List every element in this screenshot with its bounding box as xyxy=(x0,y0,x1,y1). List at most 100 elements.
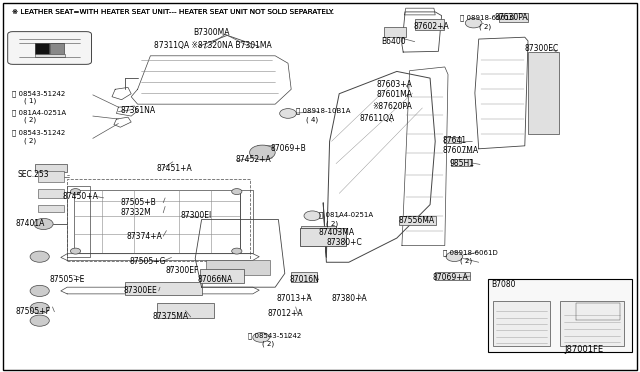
Polygon shape xyxy=(131,56,291,104)
Text: ( 4): ( 4) xyxy=(306,116,318,123)
Text: 87450+A: 87450+A xyxy=(63,192,99,201)
Text: 87016N: 87016N xyxy=(290,275,320,284)
Polygon shape xyxy=(116,106,138,116)
Bar xyxy=(38,205,64,212)
Polygon shape xyxy=(256,146,274,158)
Text: 87603+A: 87603+A xyxy=(376,80,412,89)
Bar xyxy=(50,43,64,54)
Text: 87630PA: 87630PA xyxy=(495,13,529,22)
Text: 87601MA: 87601MA xyxy=(376,90,412,99)
Polygon shape xyxy=(61,254,259,260)
Circle shape xyxy=(70,189,81,195)
Text: ※ LEATHER SEAT=WITH HEATER SEAT UNIT--- HEATER SEAT UNIT NOT SOLD SEPARATELY.: ※ LEATHER SEAT=WITH HEATER SEAT UNIT--- … xyxy=(12,9,333,15)
Polygon shape xyxy=(475,37,528,149)
Bar xyxy=(493,301,550,346)
Text: B7300MA: B7300MA xyxy=(193,28,230,37)
Text: 87375MA: 87375MA xyxy=(152,312,188,321)
Text: 87300EI: 87300EI xyxy=(180,211,212,219)
Bar xyxy=(157,303,214,318)
Text: Ⓑ 081A4-0251A: Ⓑ 081A4-0251A xyxy=(12,109,66,116)
Bar xyxy=(399,216,436,225)
Text: ( 2): ( 2) xyxy=(24,137,36,144)
Bar xyxy=(35,164,67,172)
Text: Ⓝ 08918-6061D: Ⓝ 08918-6061D xyxy=(460,15,515,21)
Polygon shape xyxy=(67,186,90,257)
FancyBboxPatch shape xyxy=(8,32,92,64)
Circle shape xyxy=(34,218,53,230)
Text: 87013+A: 87013+A xyxy=(276,294,312,303)
Bar xyxy=(67,179,250,261)
Bar xyxy=(291,272,317,282)
Text: 87069+A: 87069+A xyxy=(433,273,468,282)
Text: 87311QA ※87320NA B7301MA: 87311QA ※87320NA B7301MA xyxy=(154,41,271,50)
Text: 87300EC: 87300EC xyxy=(525,44,559,53)
Text: ※ LEATHER SEAT=WITH HEATER SEAT UNIT--- HEATER SEAT UNIT NOT SOLD SEPARATELY.: ※ LEATHER SEAT=WITH HEATER SEAT UNIT--- … xyxy=(12,9,333,15)
Circle shape xyxy=(253,333,269,342)
Bar xyxy=(444,137,461,143)
Text: 87300EE: 87300EE xyxy=(124,286,157,295)
Text: B7080: B7080 xyxy=(492,280,516,289)
Text: 87505+F: 87505+F xyxy=(16,307,51,316)
Text: Ⓝ 08918-6061D: Ⓝ 08918-6061D xyxy=(443,249,498,256)
Circle shape xyxy=(232,248,242,254)
Text: 87300EF: 87300EF xyxy=(165,266,198,275)
Circle shape xyxy=(280,109,296,118)
Text: 87556MA: 87556MA xyxy=(398,216,434,225)
Polygon shape xyxy=(195,219,285,287)
Text: 87602+A: 87602+A xyxy=(413,22,449,31)
Text: SEC.253: SEC.253 xyxy=(18,170,49,179)
Text: 87452+A: 87452+A xyxy=(236,155,271,164)
Text: 87332M: 87332M xyxy=(120,208,151,217)
Text: J87001FE: J87001FE xyxy=(564,345,604,354)
Circle shape xyxy=(250,145,275,160)
Text: 87451+A: 87451+A xyxy=(157,164,193,173)
Text: 87012+A: 87012+A xyxy=(268,309,303,318)
Polygon shape xyxy=(74,190,240,253)
Circle shape xyxy=(304,211,321,221)
Bar xyxy=(38,189,64,198)
Bar xyxy=(301,226,336,237)
Bar xyxy=(451,159,472,166)
Circle shape xyxy=(70,248,81,254)
Text: 87505+B: 87505+B xyxy=(120,198,156,207)
Polygon shape xyxy=(402,67,448,246)
Bar xyxy=(38,171,64,182)
Text: 87641: 87641 xyxy=(443,136,467,145)
Text: 87361NA: 87361NA xyxy=(120,106,156,115)
Polygon shape xyxy=(576,303,620,320)
Circle shape xyxy=(30,302,49,314)
Text: Ⓢ 08543-51242: Ⓢ 08543-51242 xyxy=(12,90,65,97)
Polygon shape xyxy=(240,190,253,253)
Text: 87401A: 87401A xyxy=(16,219,45,228)
Bar xyxy=(499,13,528,22)
Bar xyxy=(435,272,470,280)
Text: ( 1): ( 1) xyxy=(24,98,36,105)
Text: 87611QA: 87611QA xyxy=(360,114,395,123)
Text: 87069+B: 87069+B xyxy=(270,144,306,153)
Polygon shape xyxy=(404,8,435,15)
Circle shape xyxy=(446,252,463,262)
Text: Ⓝ 08918-10B1A: Ⓝ 08918-10B1A xyxy=(296,108,350,114)
Polygon shape xyxy=(112,87,131,100)
Text: Ⓢ 08543-51242: Ⓢ 08543-51242 xyxy=(12,130,65,137)
Bar xyxy=(300,228,346,246)
Text: 87374+A: 87374+A xyxy=(127,232,163,241)
Text: ( 2): ( 2) xyxy=(24,116,36,123)
Text: 87403MA: 87403MA xyxy=(319,228,355,237)
Bar xyxy=(35,54,65,57)
Text: ※87620PA: ※87620PA xyxy=(372,102,412,110)
Text: 87607MA: 87607MA xyxy=(443,146,479,155)
Polygon shape xyxy=(114,117,131,127)
Circle shape xyxy=(465,18,482,28)
Polygon shape xyxy=(323,71,435,262)
Polygon shape xyxy=(402,12,442,52)
Polygon shape xyxy=(61,287,259,294)
Text: 87505+G: 87505+G xyxy=(129,257,166,266)
Bar xyxy=(200,269,244,283)
Text: ( 2): ( 2) xyxy=(326,221,339,227)
Text: B6400: B6400 xyxy=(381,37,406,46)
Bar xyxy=(35,43,49,54)
Circle shape xyxy=(232,189,242,195)
Bar xyxy=(528,52,559,134)
Text: Ⓢ 08543-51242: Ⓢ 08543-51242 xyxy=(248,332,301,339)
